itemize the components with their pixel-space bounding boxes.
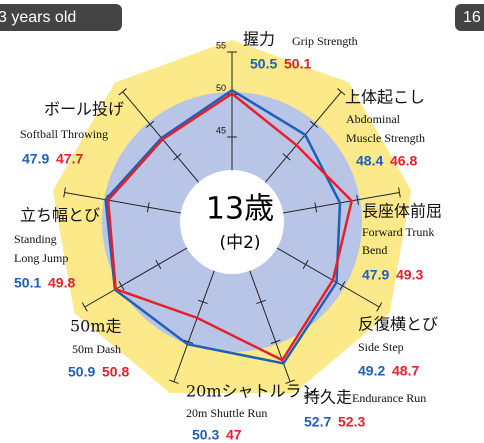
tick-mark — [302, 259, 309, 270]
value-label: 52.7 — [304, 414, 331, 430]
category-english: 50m Dash — [72, 342, 121, 356]
category-english: Softball Throwing — [20, 127, 108, 141]
center-grade: (中2) — [219, 233, 260, 253]
tick-mark — [81, 302, 88, 312]
category-english: Muscle Strength — [346, 131, 425, 145]
value-label: 49.3 — [396, 267, 423, 283]
category-label: 反復横とび — [358, 315, 438, 334]
value-label: 47.7 — [56, 151, 83, 167]
value-label: 49.2 — [358, 363, 385, 379]
category-english: 20m Shuttle Run — [186, 406, 267, 420]
tick-mark — [256, 299, 266, 305]
labels: 45 50 55 握力 Grip Strength 50.5 50.1 上体起こし Abdomi… — [14, 30, 442, 443]
value-label: 50.1 — [284, 56, 311, 72]
tick-mark — [356, 194, 359, 205]
tick-mark — [145, 120, 155, 128]
tick-mark — [285, 379, 296, 384]
plot — [104, 88, 354, 365]
value-label: 49.8 — [48, 275, 75, 291]
age-badge-label: 3 years old — [0, 9, 76, 26]
category-english: Side Step — [358, 340, 404, 354]
tick-mark — [376, 302, 383, 312]
category-english: Forward Trunk — [362, 225, 434, 239]
category-english: Long Jump — [14, 251, 68, 265]
value-label: 50.3 — [192, 427, 219, 443]
r-tick-label: 50 — [216, 83, 226, 93]
next-badge-label: 16 — [463, 9, 481, 26]
tick-mark — [198, 299, 208, 305]
tick-mark — [118, 281, 125, 291]
series-line — [104, 88, 342, 365]
category-label: 持久走 — [304, 388, 352, 407]
tick-mark — [155, 259, 162, 270]
value-label: 48.4 — [356, 153, 383, 169]
category-label: 握力 — [243, 30, 275, 49]
category-english: Bend — [362, 243, 387, 257]
category-label: 50m走 — [70, 317, 122, 336]
tick-mark — [63, 187, 66, 198]
tick-mark — [314, 202, 318, 213]
series-line — [106, 92, 354, 362]
value-label: 50.8 — [102, 364, 129, 380]
value-label: 46.8 — [390, 153, 417, 169]
value-label: 50.5 — [250, 56, 277, 72]
value-label: 47.9 — [362, 267, 389, 283]
value-label: 50.1 — [14, 275, 41, 291]
tick-mark — [309, 120, 319, 128]
center-disc — [180, 170, 284, 274]
r-tick-label: 55 — [216, 40, 226, 50]
category-english: Standing — [14, 232, 57, 246]
value-label: 47.9 — [22, 151, 49, 167]
tick-mark — [146, 202, 150, 213]
center-age: 13歳 — [206, 192, 274, 227]
category-label: 長座体前屈 — [362, 202, 442, 221]
value-label: 50.9 — [68, 364, 95, 380]
age-badge — [0, 4, 122, 31]
tick-mark — [282, 153, 291, 161]
tick-mark — [339, 281, 346, 291]
tick-mark — [173, 153, 182, 161]
category-label: 20mシャトルラン — [186, 382, 318, 401]
category-label: ボール投げ — [44, 100, 124, 119]
category-label: 上体起こし — [345, 88, 425, 107]
value-label: 47 — [226, 427, 242, 443]
value-label: 48.7 — [392, 363, 419, 379]
tick-mark — [118, 88, 127, 96]
tick-mark — [398, 187, 401, 198]
next-badge — [455, 4, 484, 31]
tick-mark — [270, 339, 281, 344]
category-english: Abdominal — [346, 112, 401, 126]
category-english: Grip Strength — [292, 34, 358, 48]
category-label: 立ち幅とび — [20, 206, 100, 225]
tick-mark — [183, 339, 194, 344]
category-english: Endurance Run — [352, 391, 426, 405]
value-label: 52.3 — [338, 414, 365, 430]
tick-mark — [168, 379, 179, 384]
r-tick-label: 45 — [216, 125, 226, 135]
tick-mark — [337, 88, 346, 96]
